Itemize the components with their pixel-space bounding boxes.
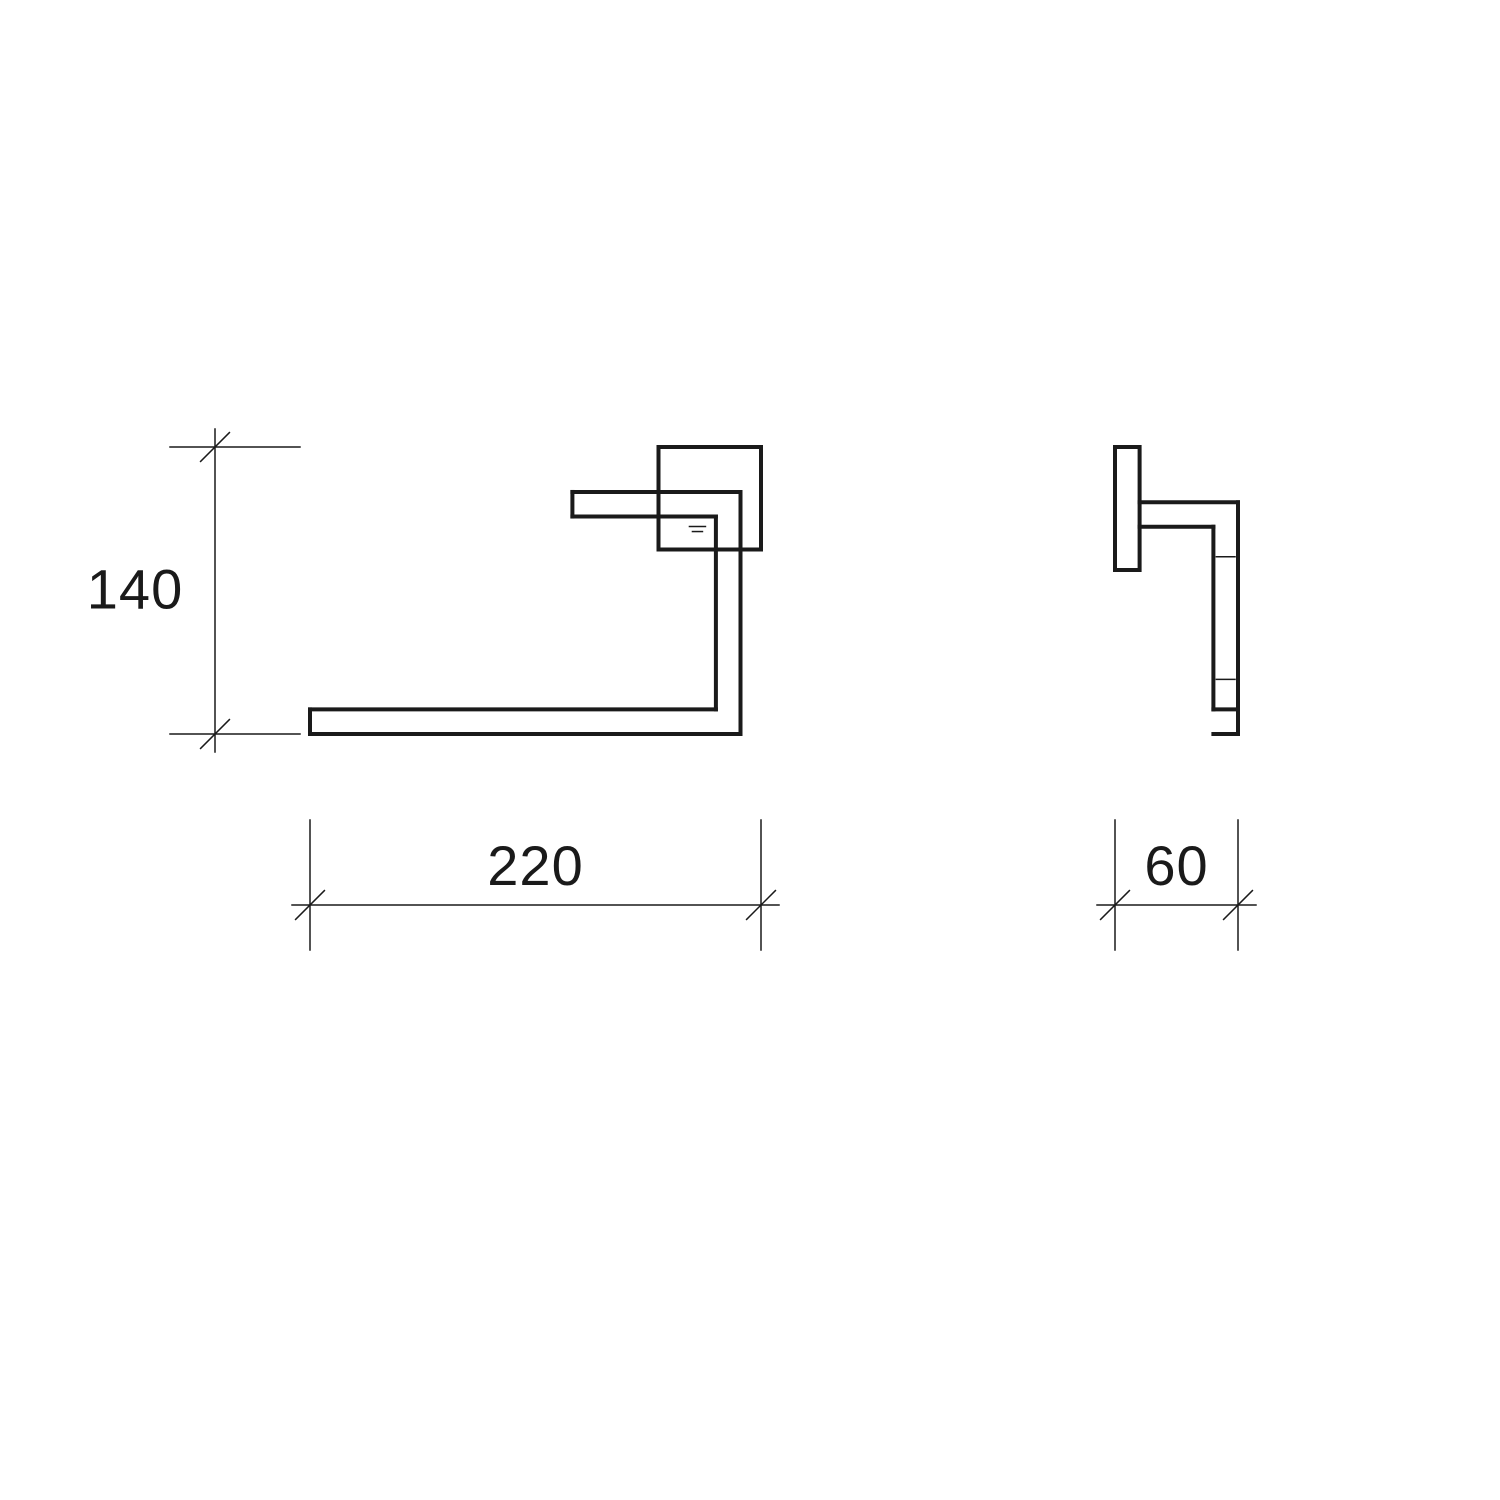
technical-drawing: 140 220 60 [0,0,1500,1500]
side-view [1115,447,1238,734]
front-view [310,447,761,734]
dim-label-width: 220 [487,834,583,897]
dim-label-depth: 60 [1144,834,1208,897]
mount-plate [659,447,762,550]
side-wall-plate [1115,447,1140,570]
dim-label-height: 140 [87,558,183,621]
